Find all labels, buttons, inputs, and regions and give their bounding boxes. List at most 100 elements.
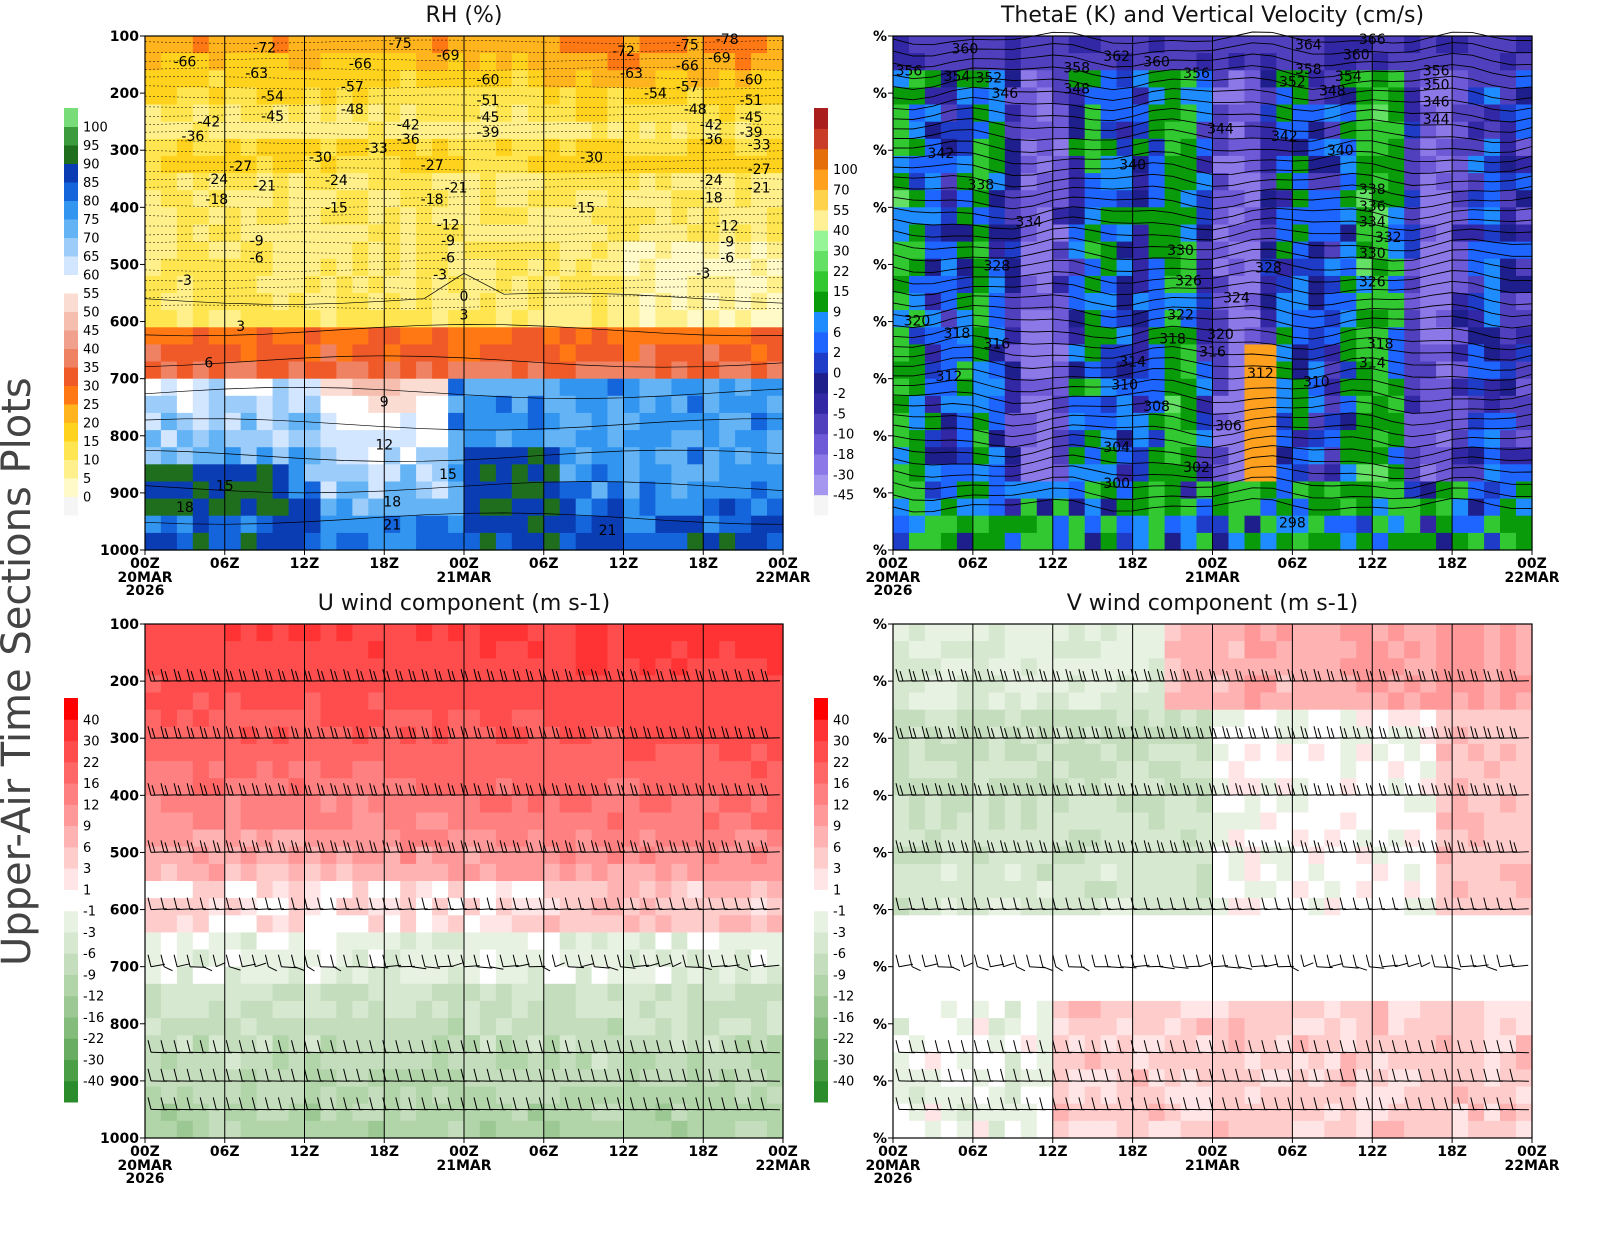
contour-label: -51: [740, 93, 763, 109]
heat-cell: [528, 710, 545, 728]
heat-cell: [671, 327, 688, 345]
heat-cell: [464, 710, 481, 728]
heat-cell: [416, 276, 433, 294]
heat-cell: [735, 864, 752, 882]
heat-cell: [687, 447, 704, 465]
heat-cell: [305, 122, 322, 140]
heat-cell: [352, 881, 369, 899]
heat-cell: [400, 430, 417, 448]
heat-cell: [608, 1018, 625, 1036]
heat-cell: [751, 516, 768, 534]
heat-cell: [336, 624, 353, 642]
heat-cell: [671, 1121, 688, 1139]
heat-cell: [957, 87, 974, 105]
heat-cell: [592, 53, 609, 71]
heat-cell: [273, 744, 290, 762]
colorbar-swatch: [814, 312, 828, 333]
heat-cell: [1021, 413, 1038, 431]
x-tick-label: 18Z: [1118, 556, 1148, 572]
heat-cell: [321, 967, 338, 985]
heat-cell: [544, 658, 561, 676]
heat-cell: [289, 1104, 306, 1122]
heat-cell: [1229, 344, 1246, 362]
heat-cell: [687, 864, 704, 882]
heat-cell: [241, 533, 258, 551]
heat-cell: [719, 830, 736, 848]
heat-cell: [464, 898, 481, 916]
heat-cell: [480, 379, 497, 397]
heat-cell: [289, 190, 306, 208]
heat-cell: [161, 379, 178, 397]
heat-cell: [719, 70, 736, 88]
heat-cell: [209, 761, 226, 779]
heat-cell: [624, 430, 641, 448]
heat-cell: [384, 813, 401, 831]
heat-cell: [496, 744, 513, 762]
heat-cell: [719, 1104, 736, 1122]
heat-cell: [1452, 293, 1469, 311]
heat-cell: [608, 658, 625, 676]
heat-cell: [1101, 105, 1118, 123]
heat-cell: [464, 207, 481, 225]
colorbar-swatch: [64, 127, 78, 146]
heat-cell: [480, 847, 497, 865]
heat-cell: [973, 156, 990, 174]
heat-cell: [1101, 516, 1118, 534]
heat-cell: [496, 396, 513, 414]
heat-cell: [305, 207, 322, 225]
heat-cell: [1021, 173, 1038, 191]
heat-cell: [1133, 327, 1150, 345]
heat-cell: [273, 70, 290, 88]
heat-cell: [751, 813, 768, 831]
heat-cell: [1021, 362, 1038, 380]
heat-cell: [1133, 105, 1150, 123]
contour-label: -57: [341, 79, 364, 95]
heat-cell: [719, 813, 736, 831]
heat-cell: [209, 830, 226, 848]
heat-cell: [416, 447, 433, 465]
heat-cell: [751, 1035, 768, 1053]
heat-cell: [496, 658, 513, 676]
heat-cell: [273, 984, 290, 1002]
heat-cell: [719, 396, 736, 414]
heat-cell: [448, 447, 465, 465]
heat-cell: [1340, 413, 1357, 431]
heat-cell: [193, 761, 210, 779]
heat-cell: [893, 533, 910, 551]
heat-cell: [416, 624, 433, 642]
heat-cell: [655, 482, 672, 500]
heat-cell: [464, 675, 481, 693]
heat-cell: [480, 1104, 497, 1122]
heat-cell: [1308, 516, 1325, 534]
heat-cell: [1340, 259, 1357, 277]
heat-cell: [893, 379, 910, 397]
heat-cell: [177, 1070, 194, 1088]
heat-cell: [767, 693, 784, 711]
heat-cell: [1436, 310, 1453, 328]
heat-cell: [1516, 447, 1533, 465]
heat-cell: [687, 778, 704, 796]
heat-cell: [544, 344, 561, 362]
heat-cell: [608, 1035, 625, 1053]
heat-cell: [384, 830, 401, 848]
x-tick-label: 06Z: [529, 556, 559, 572]
heat-cell: [336, 36, 353, 54]
heat-cell: [448, 795, 465, 813]
heat-cell: [352, 1087, 369, 1105]
heat-cell: [1324, 242, 1341, 260]
x-tick-label: 12Z: [290, 556, 320, 572]
heat-cell: [305, 864, 322, 882]
heat-cell: [719, 915, 736, 933]
heat-cell: [624, 693, 641, 711]
heat-cell: [321, 813, 338, 831]
contour-label: -48: [341, 102, 364, 118]
heat-cell: [1165, 190, 1182, 208]
heat-cell: [544, 327, 561, 345]
heat-cell: [161, 225, 178, 243]
heat-cell: [512, 276, 529, 294]
heat-cell: [592, 881, 609, 899]
heat-cell: [400, 207, 417, 225]
heat-cell: [719, 344, 736, 362]
heat-cell: [241, 464, 258, 482]
